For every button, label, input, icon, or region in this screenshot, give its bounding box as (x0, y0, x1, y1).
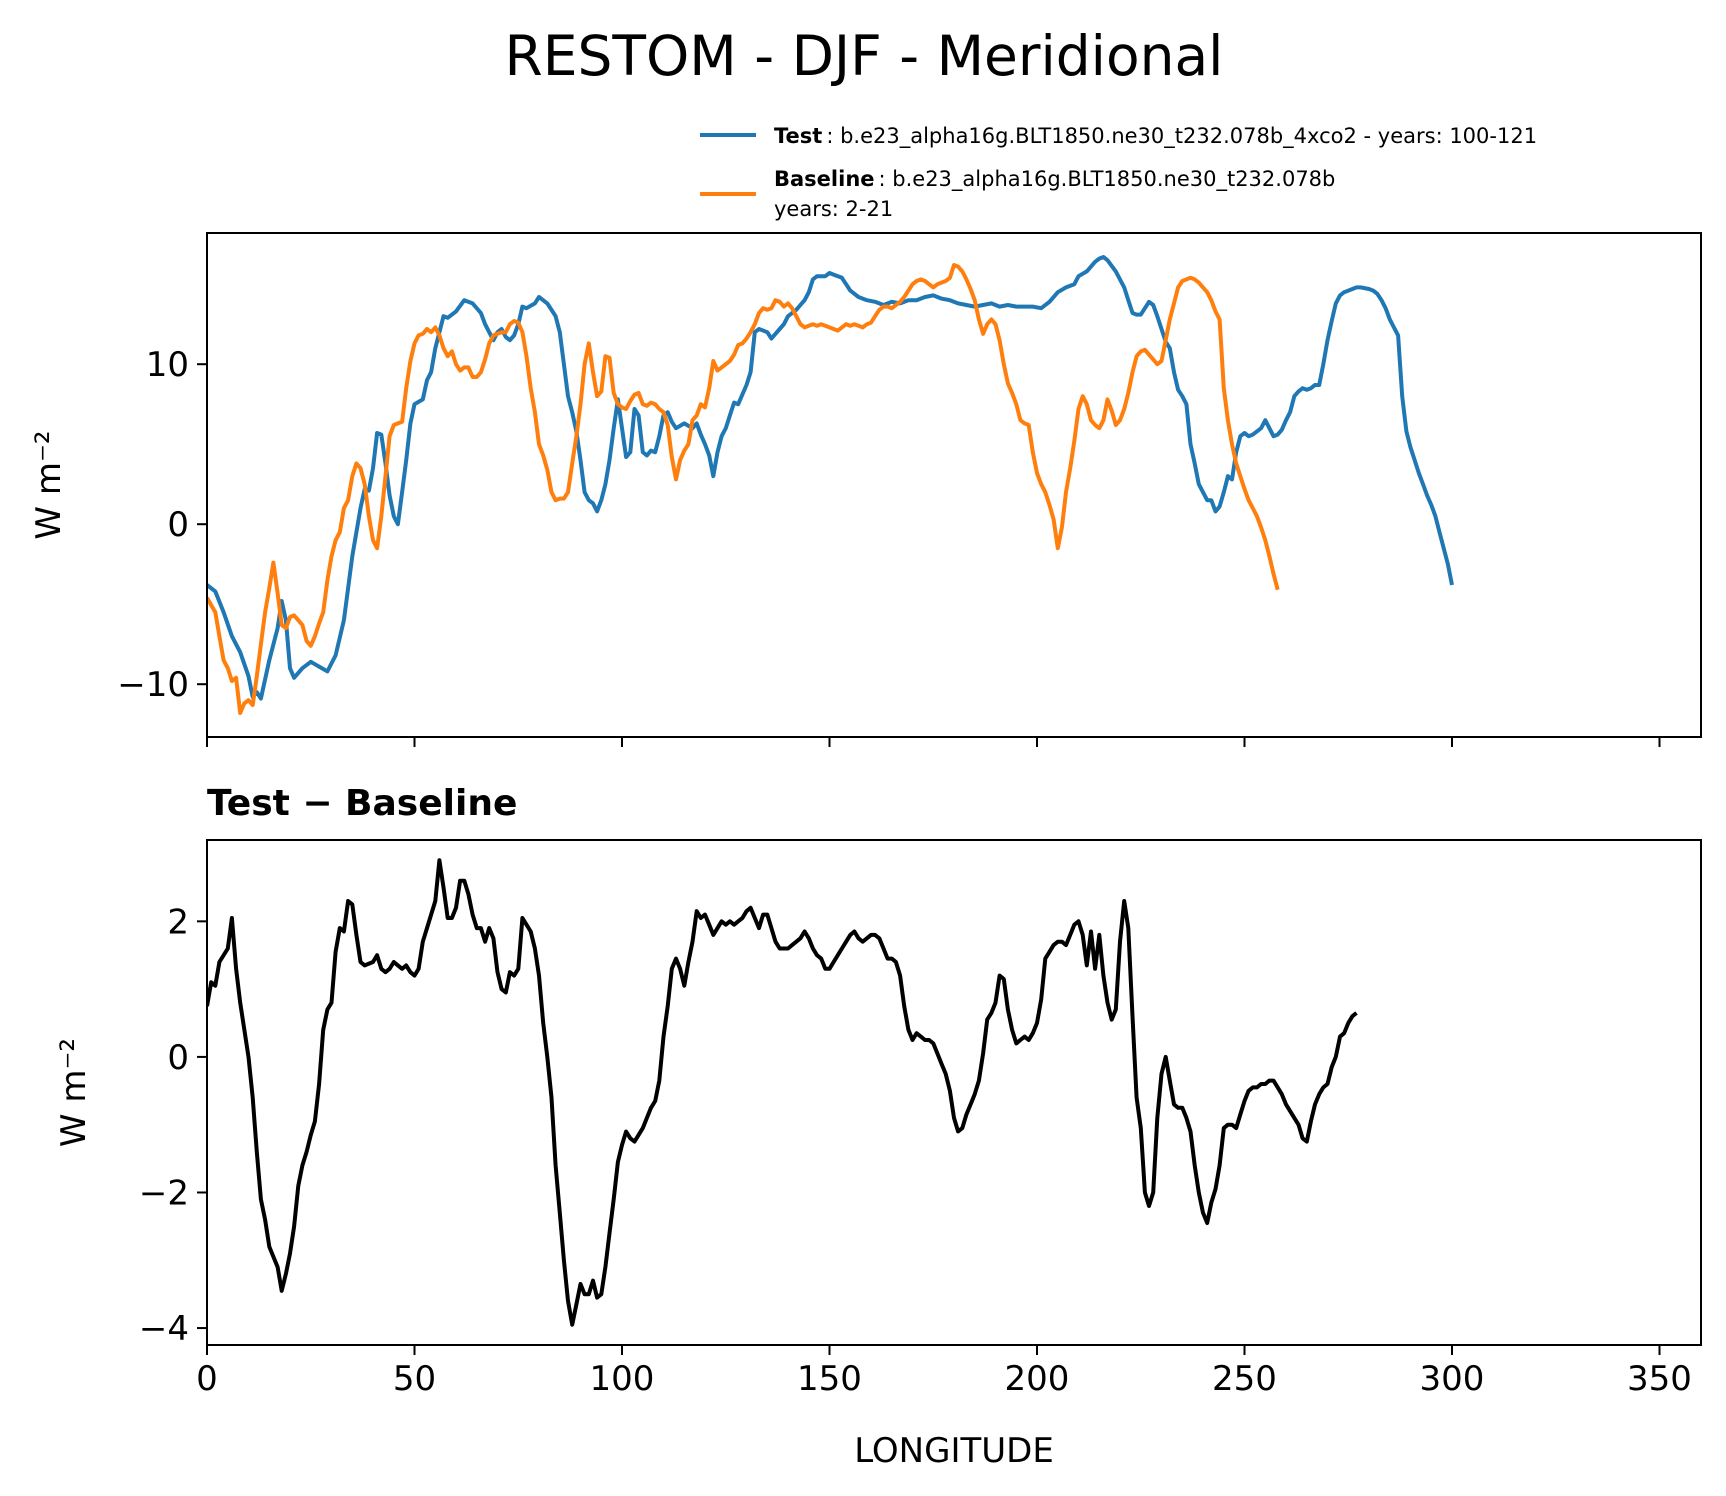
x-axis-label: LONGITUDE (854, 1431, 1054, 1471)
y-tick-label: 0 (167, 1038, 189, 1078)
x-tick-label: 250 (1212, 1359, 1277, 1399)
y-tick-label: 2 (167, 902, 189, 942)
legend-desc-test: : b.e23_alpha16g.BLT1850.ne30_t232.078b_… (826, 124, 1537, 149)
y-tick-label: 10 (146, 345, 189, 385)
x-tick-label: 100 (590, 1359, 655, 1399)
y-tick-label: 0 (167, 505, 189, 545)
svg-text:Baseline: b.e23_alpha16g.BLT18: Baseline: b.e23_alpha16g.BLT1850.ne30_t2… (774, 167, 1335, 192)
chart-title: RESTOM - DJF - Meridional (505, 24, 1224, 88)
x-tick-label: 300 (1420, 1359, 1485, 1399)
y-axis-label: W m⁻² (29, 430, 69, 539)
y-tick-label: −2 (139, 1173, 189, 1213)
axes-frame (206, 839, 1702, 1346)
x-tick-label: 50 (393, 1359, 436, 1399)
difference-panel: 0 50 100 150 200 250 300 350 −4 −2 0 2 W m⁻² (54, 839, 1702, 1399)
difference-panel-title: Test − Baseline (207, 783, 517, 824)
axes-frame (206, 232, 1702, 738)
series-line-baseline (207, 263, 1280, 715)
legend-name-test: Test (774, 124, 822, 148)
x-tick-label: 350 (1627, 1359, 1692, 1399)
top-panel: −10 0 10 W m⁻² (29, 232, 1702, 747)
y-axis-label: W m⁻² (54, 1038, 94, 1147)
legend-desc-baseline: : b.e23_alpha16g.BLT1850.ne30_t232.078b (879, 167, 1336, 192)
x-tick-label: 200 (1005, 1359, 1070, 1399)
legend-desc-baseline-years: years: 2-21 (774, 197, 893, 221)
y-tick-label: −10 (117, 665, 189, 705)
series-line-difference (207, 858, 1358, 1327)
legend: Test: b.e23_alpha16g.BLT1850.ne30_t232.0… (700, 124, 1537, 221)
x-tick-label: 0 (196, 1359, 218, 1399)
y-tick-label: −4 (139, 1309, 189, 1349)
svg-text:Test: b.e23_alpha16g.BLT1850.n: Test: b.e23_alpha16g.BLT1850.ne30_t232.0… (774, 124, 1537, 149)
x-tick-label: 150 (797, 1359, 862, 1399)
legend-name-baseline: Baseline (774, 167, 875, 191)
series-line-test (207, 255, 1454, 701)
